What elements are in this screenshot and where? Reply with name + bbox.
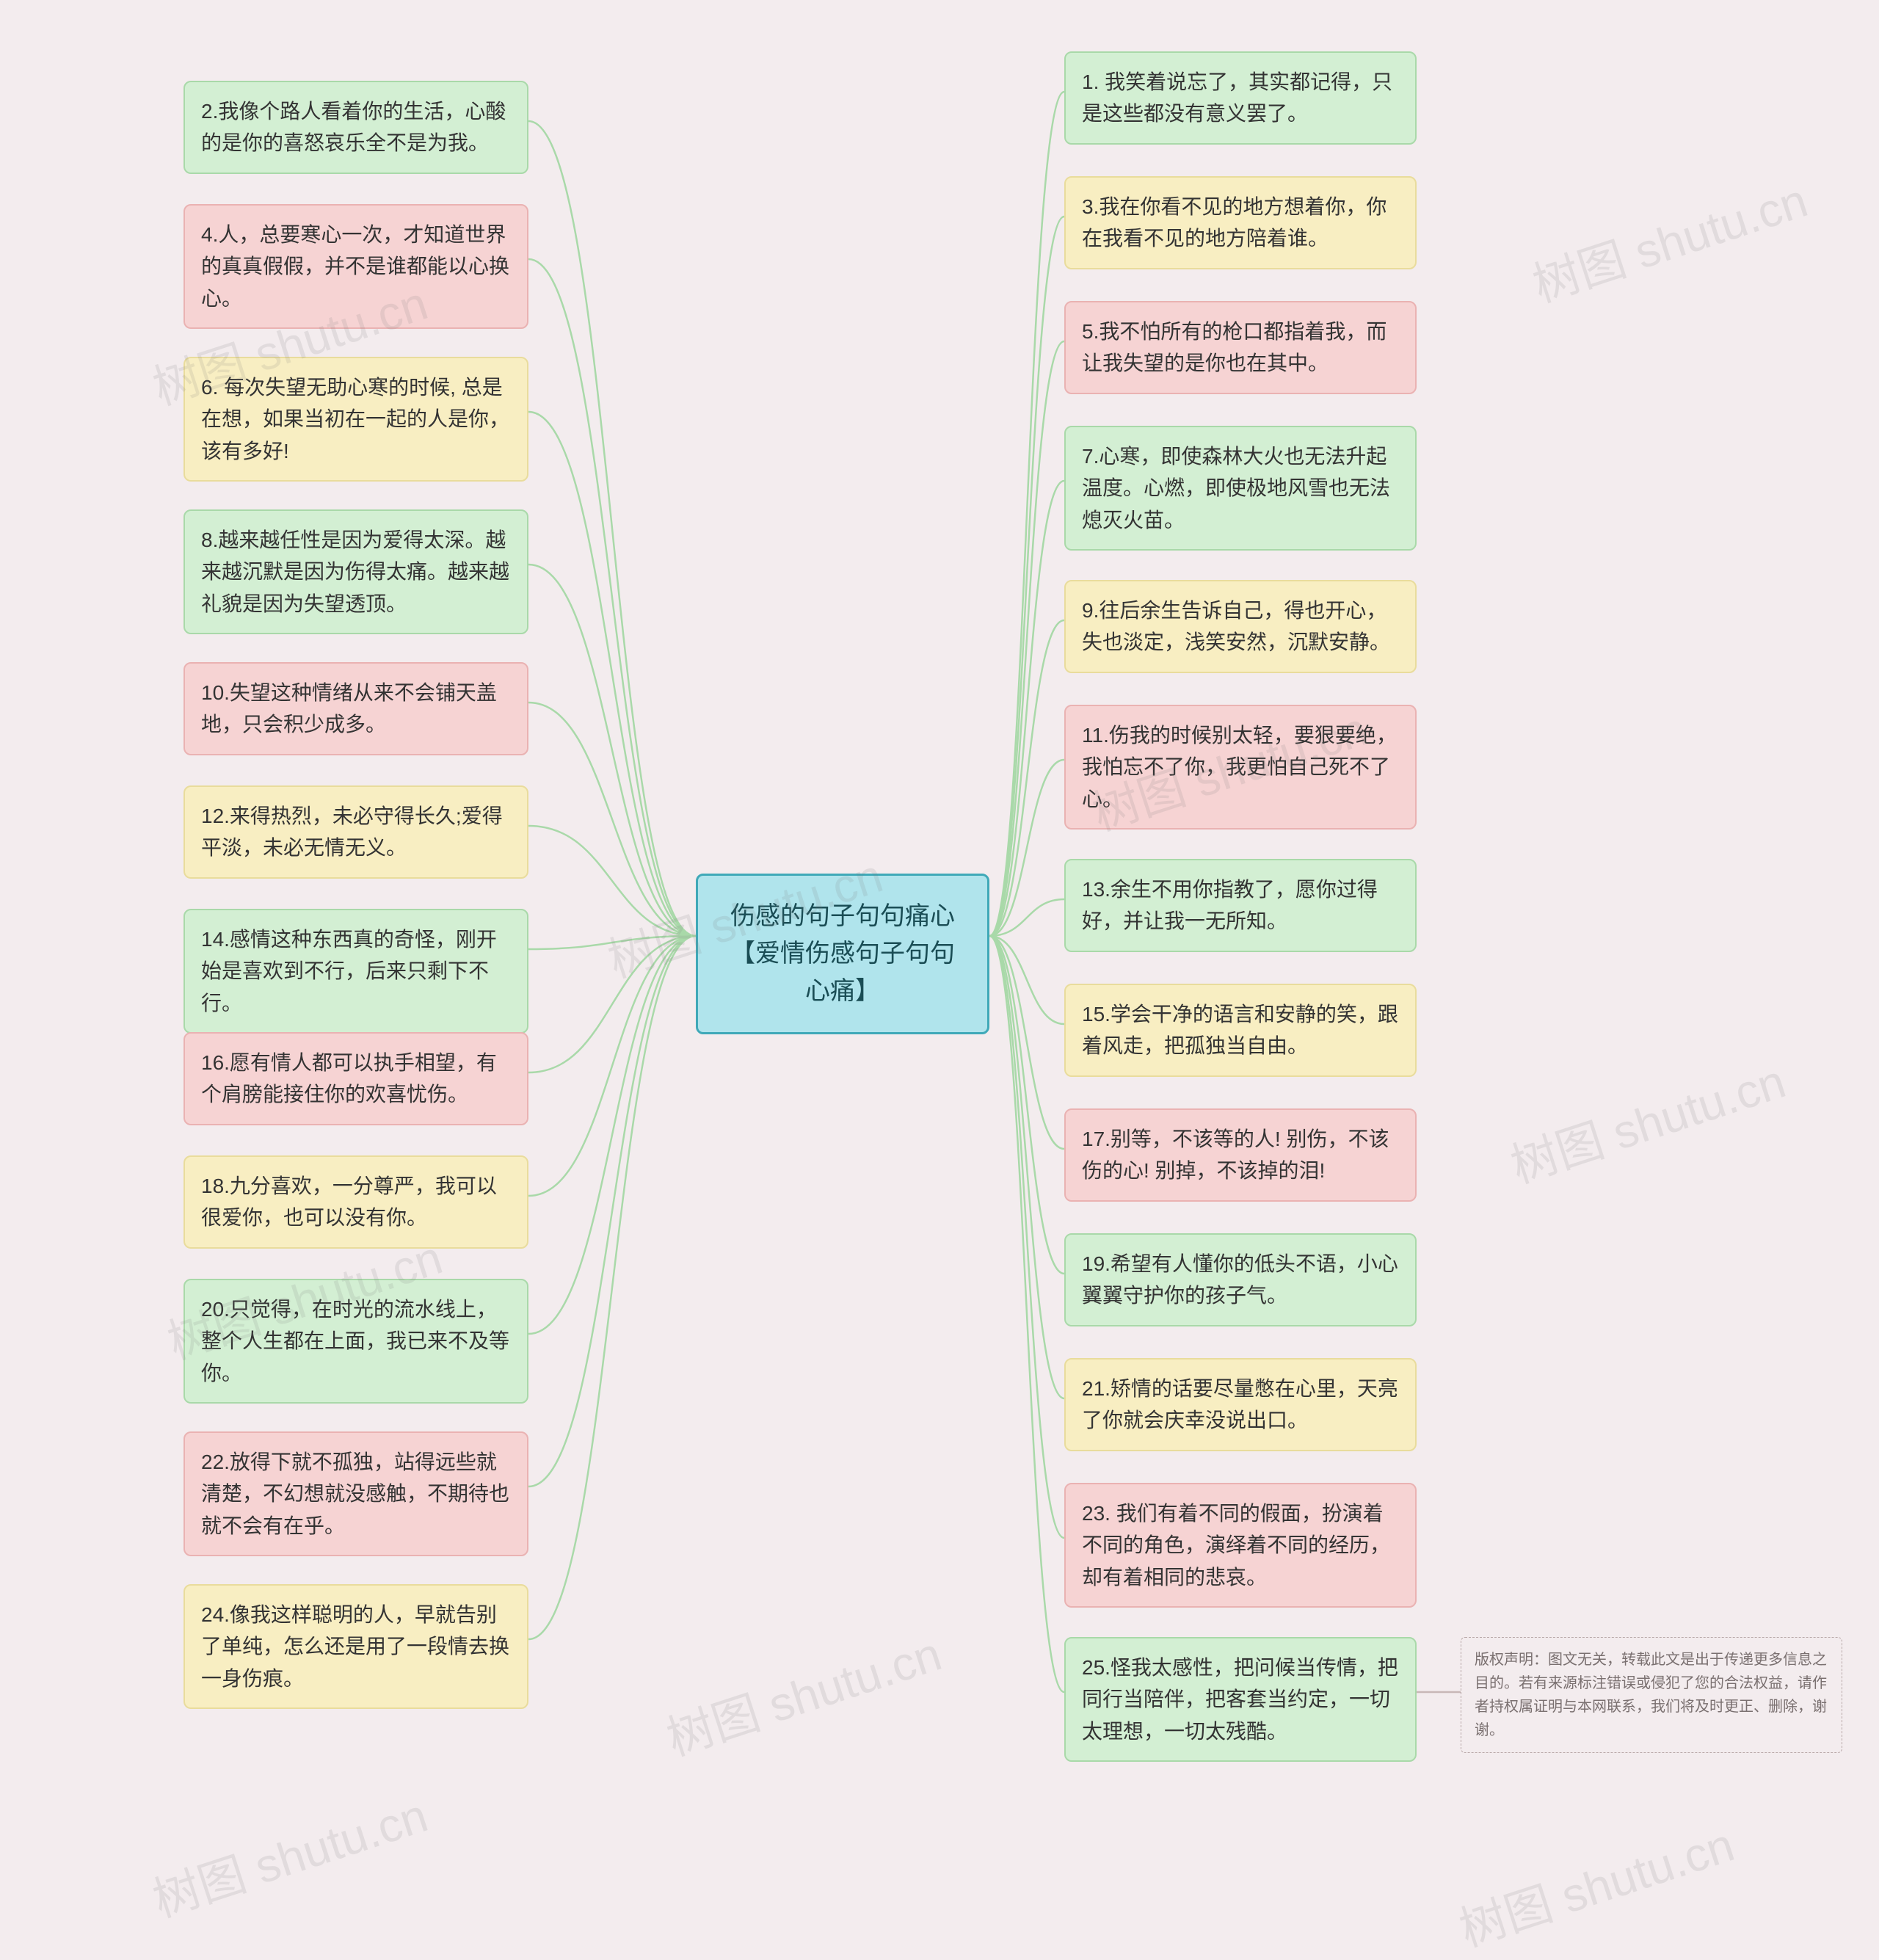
left-node: 16.愿有情人都可以执手相望，有个肩膀能接住你的欢喜忧伤。: [183, 1032, 528, 1125]
right-node: 13.余生不用你指教了，愿你过得好，并让我一无所知。: [1064, 859, 1417, 952]
right-node: 15.学会干净的语言和安静的笑，跟着风走，把孤独当自由。: [1064, 984, 1417, 1077]
left-node: 2.我像个路人看着你的生活，心酸的是你的喜怒哀乐全不是为我。: [183, 81, 528, 174]
right-node: 1. 我笑着说忘了，其实都记得，只是这些都没有意义罢了。: [1064, 51, 1417, 145]
right-node: 11.伤我的时候别太轻，要狠要绝，我怕忘不了你，我更怕自己死不了心。: [1064, 705, 1417, 830]
left-node: 4.人，总要寒心一次，才知道世界的真真假假，并不是谁都能以心换心。: [183, 204, 528, 329]
left-node: 20.只觉得，在时光的流水线上，整个人生都在上面，我已来不及等你。: [183, 1279, 528, 1404]
watermark: 树图 shutu.cn: [1501, 1044, 1792, 1196]
right-node: 7.心寒，即使森林大火也无法升起温度。心燃，即使极地风雪也无法熄灭火苗。: [1064, 426, 1417, 551]
copyright-notice: 版权声明：图文无关，转载此文是出于传递更多信息之目的。若有来源标注错误或侵犯了您…: [1461, 1637, 1842, 1753]
left-node: 6. 每次失望无助心寒的时候, 总是在想，如果当初在一起的人是你，该有多好!: [183, 357, 528, 482]
left-node: 10.失望这种情绪从来不会铺天盖地，只会积少成多。: [183, 662, 528, 755]
watermark: 树图 shutu.cn: [657, 1616, 948, 1768]
right-node: 3.我在你看不见的地方想着你，你在我看不见的地方陪着谁。: [1064, 176, 1417, 269]
right-node: 23. 我们有着不同的假面，扮演着不同的角色，演绎着不同的经历，却有着相同的悲哀…: [1064, 1483, 1417, 1608]
right-node: 9.往后余生告诉自己，得也开心，失也淡定，浅笑安然，沉默安静。: [1064, 580, 1417, 673]
right-node: 17.别等，不该等的人! 别伤，不该伤的心! 别掉，不该掉的泪!: [1064, 1108, 1417, 1202]
watermark: 树图 shutu.cn: [143, 1778, 435, 1930]
left-node: 18.九分喜欢，一分尊严，我可以很爱你，也可以没有你。: [183, 1155, 528, 1249]
left-node: 12.来得热烈，未必守得长久;爱得平淡，未必无情无义。: [183, 785, 528, 879]
left-node: 22.放得下就不孤独，站得远些就清楚，不幻想就没感触，不期待也就不会有在乎。: [183, 1431, 528, 1556]
left-node: 14.感情这种东西真的奇怪，刚开始是喜欢到不行，后来只剩下不行。: [183, 909, 528, 1034]
left-node: 24.像我这样聪明的人，早就告别了单纯，怎么还是用了一段情去换一身伤痕。: [183, 1584, 528, 1709]
right-node: 25.怪我太感性，把问候当传情，把同行当陪伴，把客套当约定，一切太理想，一切太残…: [1064, 1637, 1417, 1762]
left-node: 8.越来越任性是因为爱得太深。越来越沉默是因为伤得太痛。越来越礼貌是因为失望透顶…: [183, 509, 528, 634]
center-topic: 伤感的句子句句痛心【爱情伤感句子句句心痛】: [696, 874, 989, 1034]
right-node: 19.希望有人懂你的低头不语，小心翼翼守护你的孩子气。: [1064, 1233, 1417, 1326]
watermark: 树图 shutu.cn: [1523, 163, 1814, 315]
watermark: 树图 shutu.cn: [1450, 1807, 1741, 1959]
right-node: 5.我不怕所有的枪口都指着我，而让我失望的是你也在其中。: [1064, 301, 1417, 394]
right-node: 21.矫情的话要尽量憋在心里，天亮了你就会庆幸没说出口。: [1064, 1358, 1417, 1451]
